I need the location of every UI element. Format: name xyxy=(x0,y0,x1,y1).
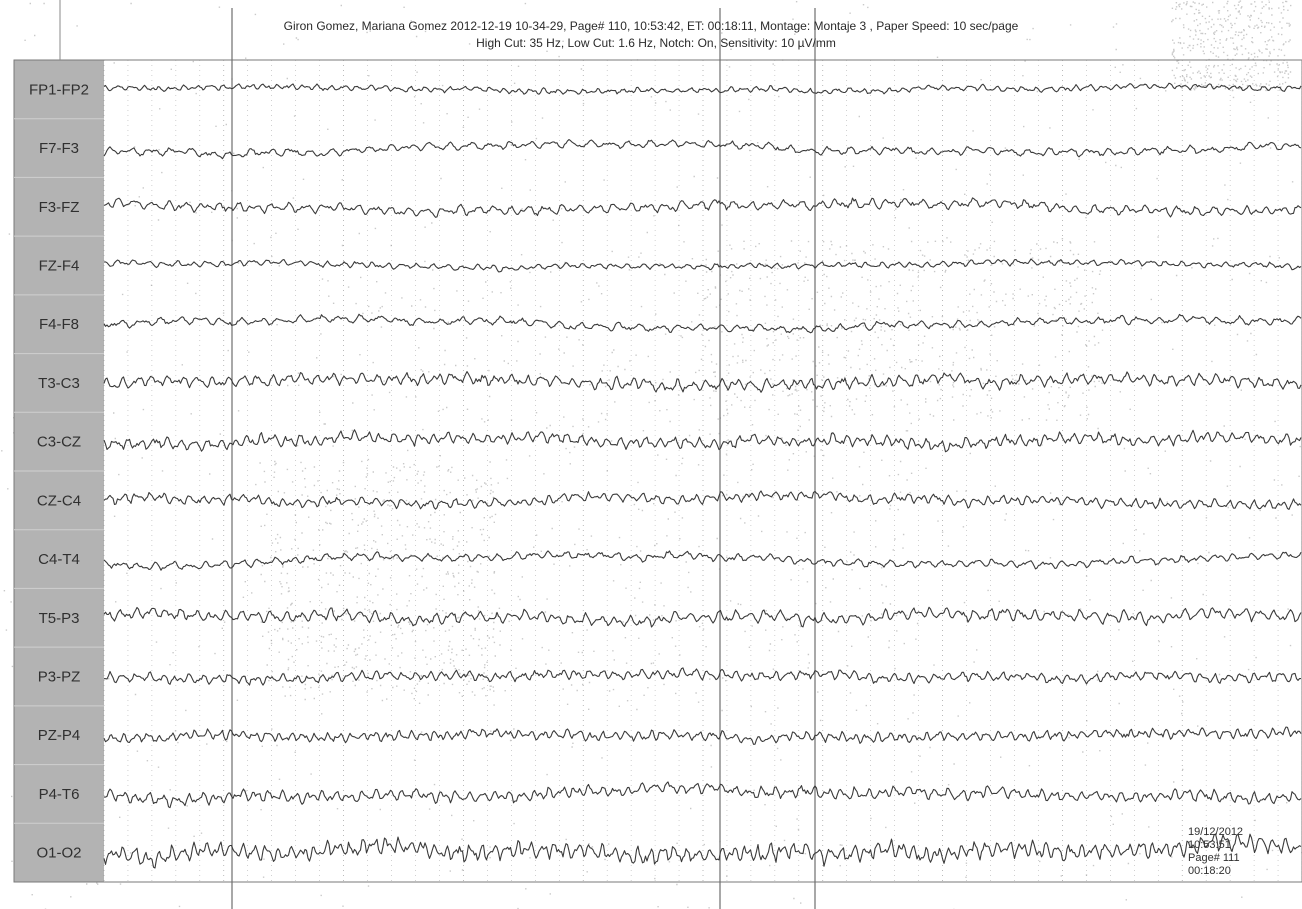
eeg-trace xyxy=(103,429,1302,453)
channel-label: F3-FZ xyxy=(39,199,80,216)
channel-label: CZ-C4 xyxy=(37,492,81,509)
time-grid xyxy=(59,0,1302,909)
channel-label: C3-CZ xyxy=(37,434,81,451)
eeg-trace xyxy=(103,82,1302,95)
eeg-trace xyxy=(103,550,1302,571)
channel-label: P3-PZ xyxy=(38,669,81,686)
eeg-trace xyxy=(103,726,1302,745)
header-line-2: High Cut: 35 Hz, Low Cut: 1.6 Hz, Notch:… xyxy=(476,36,836,50)
eeg-trace xyxy=(103,606,1302,628)
recording-header: Giron Gomez, Mariana Gomez 2012-12-19 10… xyxy=(0,18,1302,52)
channel-label: F4-F8 xyxy=(39,316,79,333)
chart-frame xyxy=(13,59,1302,883)
channel-label: FZ-F4 xyxy=(39,258,80,275)
eeg-trace xyxy=(104,781,1302,809)
eeg-trace xyxy=(103,258,1302,273)
eeg-trace xyxy=(103,313,1302,334)
stamp-page: Page# 111 xyxy=(1188,852,1240,864)
eeg-traces xyxy=(103,82,1302,869)
channel-label: FP1-FP2 xyxy=(29,81,89,98)
channel-label: O1-O2 xyxy=(36,845,81,862)
eeg-trace xyxy=(103,139,1302,160)
eeg-trace xyxy=(103,371,1302,393)
stamp-elapsed: 00:18:20 xyxy=(1188,865,1231,877)
channel-label: PZ-P4 xyxy=(38,727,81,744)
channel-label: C4-T4 xyxy=(38,551,80,568)
channel-label: P4-T6 xyxy=(39,786,80,803)
page-stamp: 19/12/2012 10:53:51 Page# 111 00:18:20 xyxy=(1188,826,1268,878)
eeg-trace xyxy=(103,490,1302,510)
stamp-time: 10:53:51 xyxy=(1188,839,1231,851)
channel-label: T3-C3 xyxy=(38,375,80,392)
channel-label: F7-F3 xyxy=(39,140,79,157)
stamp-date: 19/12/2012 xyxy=(1188,826,1244,838)
channel-label: T5-P3 xyxy=(39,610,80,627)
header-line-1: Giron Gomez, Mariana Gomez 2012-12-19 10… xyxy=(283,19,1019,33)
channel-labels: FP1-FP2 F7-F3 F3-FZ FZ-F4 F4-F8 T3-C3 C3-CZ CZ-… xyxy=(14,81,104,862)
eeg-trace xyxy=(104,667,1301,686)
eeg-trace xyxy=(103,197,1302,218)
eeg-trace xyxy=(103,833,1302,869)
